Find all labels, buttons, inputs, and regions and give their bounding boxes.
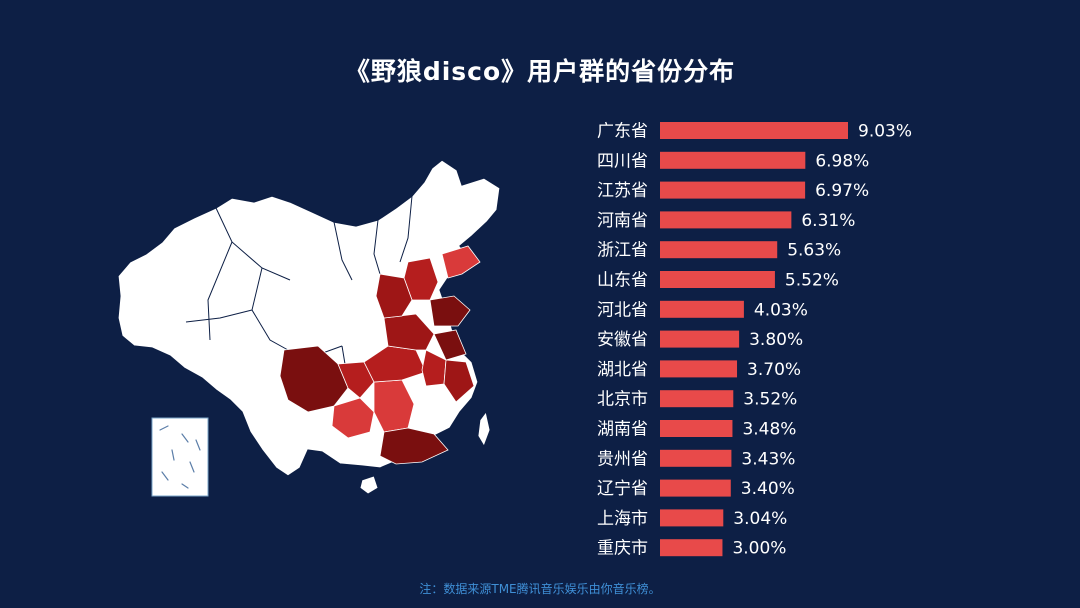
china-map <box>112 150 502 510</box>
map-taiwan <box>477 411 491 447</box>
category-label: 四川省 <box>597 151 648 171</box>
bar <box>660 509 724 527</box>
value-label: 3.00% <box>732 539 786 559</box>
footnote: 注：数据来源TME腾讯音乐娱乐由你音乐榜。 <box>419 582 661 596</box>
category-label: 山东省 <box>597 271 648 291</box>
value-label: 5.63% <box>787 241 841 261</box>
category-label: 贵州省 <box>597 449 648 469</box>
bar <box>660 449 732 467</box>
bar <box>660 420 733 437</box>
value-label: 6.97% <box>815 181 869 201</box>
map-guangdong <box>379 427 449 465</box>
bar <box>660 271 775 288</box>
category-label: 湖北省 <box>597 360 648 380</box>
bar <box>660 390 734 408</box>
map-liaoning <box>441 245 481 279</box>
category-label: 上海市 <box>597 509 648 529</box>
value-label: 3.52% <box>743 390 797 410</box>
map-anhui <box>421 349 447 387</box>
bar <box>660 181 806 199</box>
value-label: 6.31% <box>801 211 855 231</box>
bar <box>660 479 731 497</box>
bar <box>660 151 806 169</box>
category-label: 河北省 <box>597 300 648 320</box>
province-bar-chart: 广东省 9.03% 四川省 6.98% 江苏省 6.97% 河南省 6.31% 浙江省 5.63%… <box>580 116 1060 566</box>
china-map-svg <box>117 159 501 497</box>
map-inset-south-sea <box>151 417 209 497</box>
category-label: 安徽省 <box>597 330 648 350</box>
map-shandong <box>429 295 471 327</box>
value-label: 3.40% <box>741 479 795 499</box>
bar <box>660 300 744 318</box>
category-label: 湖南省 <box>597 420 648 440</box>
value-label: 5.52% <box>785 271 839 291</box>
bar <box>660 211 792 229</box>
value-label: 3.80% <box>749 330 803 350</box>
map-jiangsu <box>433 329 467 361</box>
category-label: 重庆市 <box>597 539 648 559</box>
bar <box>660 241 778 259</box>
map-hainan <box>359 475 379 495</box>
bar <box>660 330 740 348</box>
map-shanxi-region <box>375 273 413 319</box>
value-label: 3.43% <box>741 449 795 469</box>
map-inset-lines <box>159 425 201 489</box>
value-label: 6.98% <box>815 151 869 171</box>
value-label: 4.03% <box>754 300 808 320</box>
value-label: 3.70% <box>747 360 801 380</box>
bar-chart-svg: 广东省 9.03% 四川省 6.98% 江苏省 6.97% 河南省 6.31% 浙江省 5.63%… <box>597 122 912 559</box>
category-label: 北京市 <box>597 390 648 410</box>
chart-title: 《野狼disco》用户群的省份分布 <box>344 57 736 86</box>
bar <box>660 539 723 557</box>
bar <box>660 122 848 139</box>
map-zhejiang <box>443 359 475 403</box>
category-label: 江苏省 <box>597 181 648 201</box>
category-label: 浙江省 <box>597 241 648 261</box>
value-label: 9.03% <box>858 122 912 142</box>
category-label: 辽宁省 <box>597 479 648 499</box>
bar <box>660 360 738 378</box>
value-label: 3.04% <box>733 509 787 529</box>
value-label: 3.48% <box>742 420 796 440</box>
category-label: 广东省 <box>597 122 648 142</box>
category-label: 河南省 <box>597 211 648 231</box>
map-chongqing <box>337 361 375 399</box>
map-guizhou <box>331 397 375 439</box>
